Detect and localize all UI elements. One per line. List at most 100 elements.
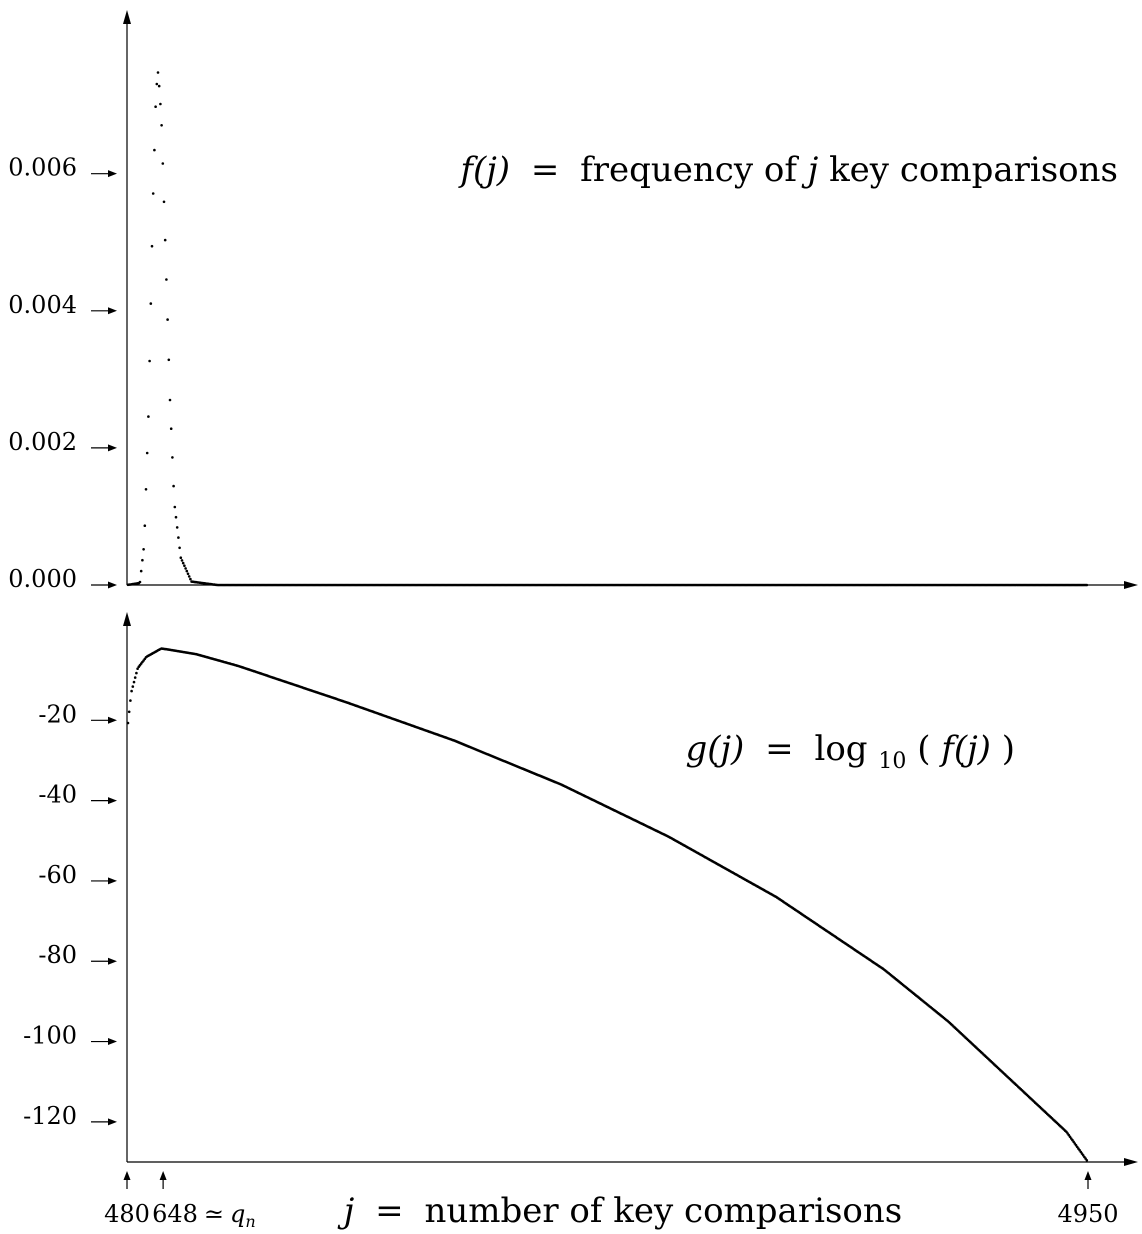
top-data-point: [180, 559, 184, 562]
top-data-point: [178, 546, 181, 550]
top-y-tick-label-3: 0.006: [8, 154, 77, 182]
bottom-y-axis-arrowhead: [123, 612, 131, 626]
x-axis-label: j = number of key comparisons: [337, 1191, 902, 1231]
bottom-panel: -20 -40 -60 -80 -100 -120 g(j) = log 10 ( f(j…: [23, 612, 1138, 1166]
top-data-point: [184, 567, 187, 570]
top-formula: f(j) = frequency of j key comparisons: [457, 150, 1118, 190]
bottom-y-tick-label-4: -100: [23, 1022, 77, 1050]
top-data-point: [163, 238, 167, 242]
top-data-point: [173, 505, 177, 509]
bottom-data-point: [132, 680, 136, 684]
top-data-point: [155, 82, 159, 86]
top-formula-lhs: f(j): [457, 150, 510, 190]
top-data-point: [151, 192, 155, 195]
x-tick-label-1: 648 ≃ qn: [152, 1200, 256, 1231]
bottom-y-tick-label-1: -40: [38, 781, 77, 809]
top-data-point: [141, 558, 144, 562]
top-x-axis-arrowhead: [1124, 581, 1138, 589]
top-data-point: [159, 102, 162, 106]
top-data-point: [144, 488, 148, 491]
top-data-point: [174, 515, 178, 519]
bottom-formula: g(j) = log 10 ( f(j) ): [685, 729, 1015, 777]
top-data-point: [149, 302, 153, 305]
top-y-ticks: 0.000 0.002 0.004 0.006: [8, 154, 117, 593]
bottom-y-tick-label-0: -20: [38, 700, 77, 728]
top-data-point: [175, 526, 179, 529]
top-data-point: [167, 358, 171, 362]
top-y-tick-0-head: [108, 581, 117, 589]
bottom-formula-close: ): [1002, 729, 1015, 769]
bottom-formula-open: (: [917, 729, 941, 769]
bottom-data-point: [127, 710, 131, 714]
x-tick-1-head: [159, 1171, 167, 1180]
top-data-point: [142, 548, 145, 551]
top-data-point: [185, 569, 189, 573]
top-data-point: [147, 415, 150, 418]
top-data-point: [162, 200, 166, 204]
top-formula-rhs-pre: frequency of: [580, 150, 808, 190]
bottom-formula-lhs: g(j): [685, 729, 744, 769]
top-series-points: [126, 71, 1089, 587]
bottom-data-point: [133, 676, 137, 679]
bottom-formula-func: log: [814, 729, 867, 769]
x-tick-0-head: [123, 1171, 131, 1180]
bottom-y-tick-label-5: -120: [23, 1102, 77, 1130]
top-data-point: [169, 427, 173, 431]
bottom-data-point: [126, 721, 130, 725]
top-y-axis-arrowhead: [123, 10, 131, 24]
bottom-formula-sub: 10: [878, 749, 906, 774]
top-data-point: [157, 84, 161, 88]
bottom-y-ticks: -20 -40 -60 -80 -100 -120: [23, 700, 117, 1130]
bottom-y-tick-5-head: [108, 1118, 117, 1126]
bottom-y-tick-2-head: [108, 877, 117, 885]
bottom-y-tick-label-3: -80: [38, 941, 77, 969]
bottom-series-points: [126, 647, 1089, 1162]
top-y-tick-label-1: 0.002: [8, 428, 77, 456]
bottom-data-point: [131, 685, 135, 688]
top-formula-rhs-post: key comparisons: [829, 150, 1118, 190]
bottom-y-tick-4-head: [108, 1038, 117, 1046]
top-data-point: [153, 148, 156, 152]
top-data-point: [139, 569, 143, 573]
bottom-data-point: [1085, 1159, 1089, 1162]
bottom-data-point: [135, 671, 138, 675]
top-y-tick-label-2: 0.004: [8, 291, 77, 319]
top-formula-eq: =: [531, 150, 560, 190]
x-tick-label-n: n: [245, 1212, 255, 1231]
top-data-point: [156, 71, 160, 74]
top-panel: 0.000 0.002 0.004 0.006 f(j) = frequency of…: [8, 10, 1138, 593]
top-data-point: [148, 359, 151, 363]
top-data-point: [154, 105, 157, 108]
x-axis-label-eq: =: [375, 1191, 404, 1231]
x-axis-label-text: number of key comparisons: [424, 1191, 902, 1231]
x-tick-label-0: 480: [104, 1200, 150, 1228]
bottom-data-point: [130, 689, 133, 693]
top-data-point: [160, 124, 163, 127]
top-data-point: [172, 484, 175, 488]
bottom-formula-eq: =: [765, 729, 794, 769]
top-data-point: [177, 536, 180, 539]
bottom-y-tick-3-head: [108, 957, 117, 965]
bottom-y-tick-label-2: -60: [38, 861, 77, 889]
top-data-point: [161, 162, 165, 165]
bottom-formula-arg: f(j): [938, 729, 991, 769]
top-y-tick-label-0: 0.000: [8, 565, 77, 593]
top-data-point: [181, 561, 185, 565]
top-data-point: [145, 451, 149, 455]
x-tick-label-approx: ≃: [204, 1200, 224, 1228]
bottom-y-tick-0-head: [108, 716, 117, 724]
top-data-point: [165, 278, 168, 281]
top-data-point: [166, 318, 169, 321]
top-y-tick-3-head: [108, 170, 117, 178]
top-data-point: [138, 580, 142, 584]
top-data-point: [179, 556, 183, 559]
x-tick-label-q: q: [230, 1200, 245, 1228]
top-data-point: [186, 572, 190, 576]
top-data-point: [168, 398, 172, 402]
top-data-point: [183, 564, 186, 567]
top-data-point: [171, 456, 174, 459]
x-tick-2-head: [1084, 1171, 1092, 1180]
top-data-point: [1085, 583, 1089, 587]
x-tick-label-2: 4950: [1057, 1200, 1118, 1228]
